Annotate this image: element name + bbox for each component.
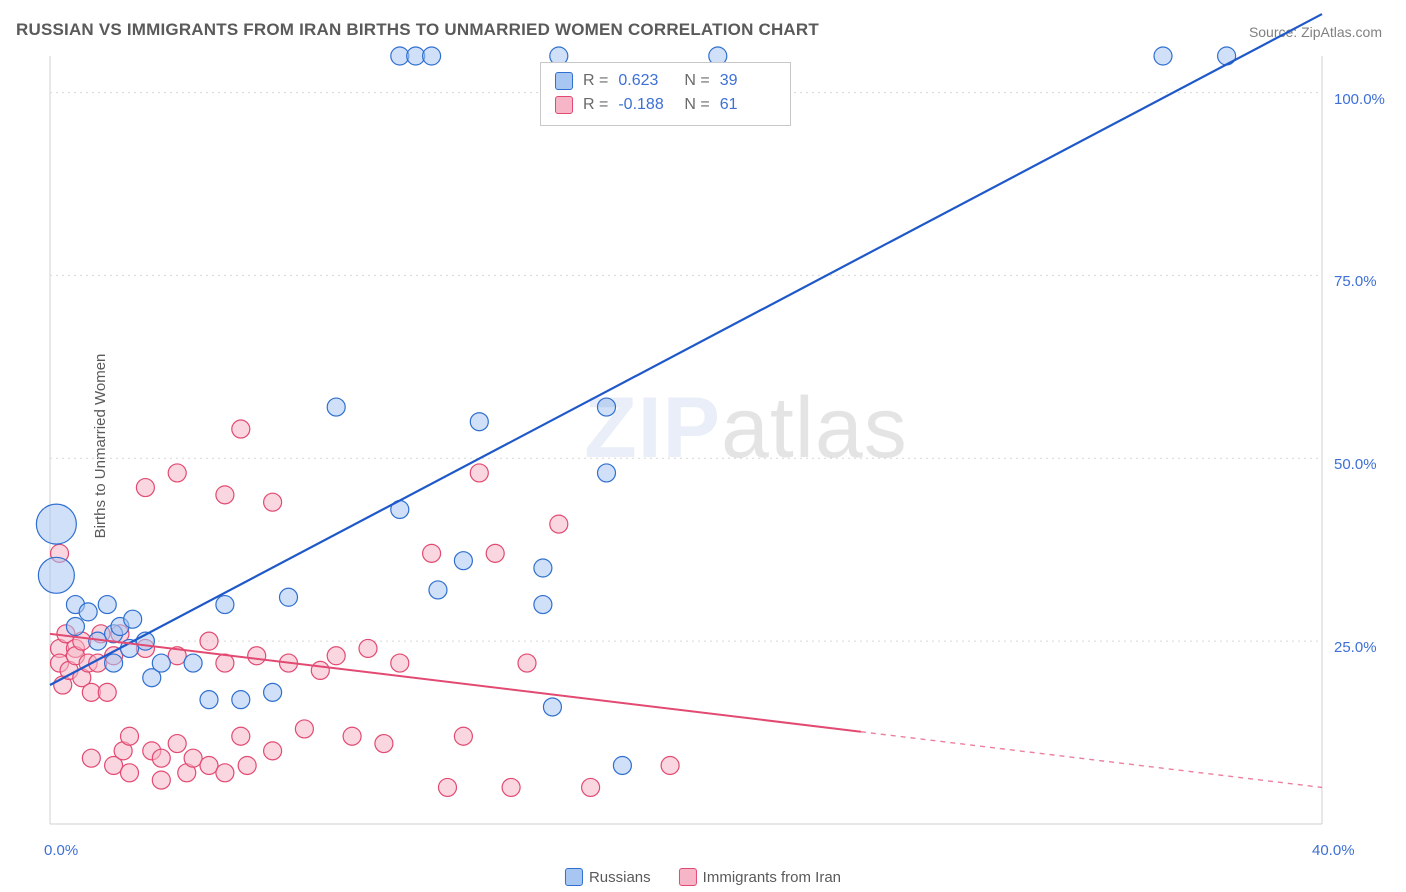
russians-point — [470, 413, 488, 431]
iran-regression-line — [50, 634, 861, 732]
iran-point — [200, 756, 218, 774]
russians-swatch-icon — [565, 868, 583, 886]
series-legend-item-russians: Russians — [565, 868, 651, 886]
iran-point — [238, 756, 256, 774]
russians-point — [1154, 47, 1172, 65]
russians-point — [534, 559, 552, 577]
legend-N-label: N = — [684, 93, 709, 117]
legend-R-label: R = — [583, 93, 608, 117]
russians-swatch — [555, 72, 573, 90]
russians-point — [454, 552, 472, 570]
legend-R-label: R = — [583, 69, 608, 93]
iran-point — [264, 493, 282, 511]
series-legend: Russians Immigrants from Iran — [565, 868, 841, 886]
iran-point — [502, 778, 520, 796]
iran-point — [470, 464, 488, 482]
russians-point — [66, 618, 84, 636]
legend-R-value-iran: -0.188 — [618, 93, 674, 117]
russians-point — [429, 581, 447, 599]
russians-point — [327, 398, 345, 416]
legend-N-label: N = — [684, 69, 709, 93]
legend-row-iran: R = -0.188 N = 61 — [555, 93, 776, 117]
y-tick-label: 75.0% — [1334, 273, 1392, 290]
series-legend-item-iran: Immigrants from Iran — [679, 868, 841, 886]
iran-point — [232, 727, 250, 745]
russians-point — [534, 596, 552, 614]
x-tick-label: 40.0% — [1312, 842, 1355, 859]
iran-point — [359, 639, 377, 657]
iran-point — [152, 749, 170, 767]
russians-point — [98, 596, 116, 614]
iran-point — [661, 756, 679, 774]
legend-N-value-iran: 61 — [720, 93, 776, 117]
legend-row-russians: R = 0.623 N = 39 — [555, 69, 776, 93]
iran-swatch-icon — [679, 868, 697, 886]
russians-point — [124, 610, 142, 628]
iran-point — [327, 647, 345, 665]
russians-point — [38, 557, 74, 593]
russians-point — [200, 691, 218, 709]
iran-point — [264, 742, 282, 760]
iran-point — [375, 735, 393, 753]
russians-point — [36, 504, 76, 544]
x-tick-label: 0.0% — [44, 842, 78, 859]
iran-point — [216, 486, 234, 504]
iran-point — [82, 749, 100, 767]
y-tick-label: 25.0% — [1334, 639, 1392, 656]
iran-point — [423, 544, 441, 562]
iran-point — [582, 778, 600, 796]
russians-point — [598, 464, 616, 482]
iran-point — [295, 720, 313, 738]
iran-point — [248, 647, 266, 665]
iran-point — [98, 683, 116, 701]
chart-area — [0, 0, 1406, 892]
russians-point — [613, 756, 631, 774]
russians-point — [152, 654, 170, 672]
russians-point — [216, 596, 234, 614]
iran-point — [550, 515, 568, 533]
iran-point — [200, 632, 218, 650]
russians-point — [391, 47, 409, 65]
iran-point — [518, 654, 536, 672]
iran-point — [439, 778, 457, 796]
legend-R-value-russians: 0.623 — [618, 69, 674, 93]
legend-N-value-russians: 39 — [720, 69, 776, 93]
iran-point — [121, 764, 139, 782]
russians-point — [79, 603, 97, 621]
iran-point — [311, 661, 329, 679]
plot-svg — [0, 0, 1406, 892]
iran-point — [216, 764, 234, 782]
russians-point — [264, 683, 282, 701]
correlation-legend: R = 0.623 N = 39 R = -0.188 N = 61 — [540, 62, 791, 126]
russians-point — [423, 47, 441, 65]
iran-point — [343, 727, 361, 745]
iran-swatch — [555, 96, 573, 114]
russians-point — [543, 698, 561, 716]
russians-point — [407, 47, 425, 65]
iran-point — [184, 749, 202, 767]
iran-point — [216, 654, 234, 672]
series-legend-label-russians: Russians — [589, 869, 651, 886]
y-tick-label: 50.0% — [1334, 456, 1392, 473]
iran-point — [136, 479, 154, 497]
iran-point — [486, 544, 504, 562]
iran-point — [152, 771, 170, 789]
iran-point — [168, 735, 186, 753]
series-legend-label-iran: Immigrants from Iran — [703, 869, 841, 886]
russians-point — [105, 654, 123, 672]
iran-point — [391, 654, 409, 672]
iran-regression-line-extrapolated — [861, 732, 1322, 788]
iran-point — [121, 727, 139, 745]
iran-point — [168, 464, 186, 482]
russians-point — [598, 398, 616, 416]
russians-point — [232, 691, 250, 709]
russians-point — [280, 588, 298, 606]
iran-point — [454, 727, 472, 745]
y-tick-label: 100.0% — [1334, 91, 1392, 108]
iran-point — [232, 420, 250, 438]
russians-point — [184, 654, 202, 672]
